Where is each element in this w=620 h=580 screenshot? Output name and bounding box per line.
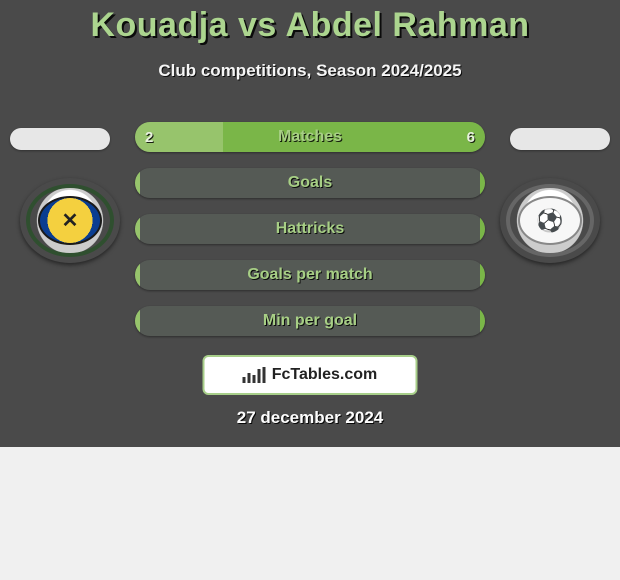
club-crest-right bbox=[500, 178, 600, 263]
page-subtitle: Club competitions, Season 2024/2025 bbox=[0, 61, 620, 81]
stat-row-matches: Matches2 6 bbox=[135, 122, 485, 152]
stat-value-left: 2 bbox=[135, 122, 163, 152]
player-left-name-pill bbox=[10, 128, 110, 150]
stat-label: Goals per match bbox=[135, 260, 485, 290]
stat-label: Matches bbox=[135, 122, 485, 152]
stat-row-min_per_goal: Min per goal bbox=[135, 306, 485, 336]
snapshot-date: 27 december 2024 bbox=[0, 408, 620, 428]
brand-badge: FcTables.com bbox=[203, 355, 418, 395]
bars-icon bbox=[243, 367, 266, 383]
stat-row-goals: Goals bbox=[135, 168, 485, 198]
stat-row-goals_per_match: Goals per match bbox=[135, 260, 485, 290]
comparison-bars: Matches2 6 Goals Hattricks Goals per match Mi… bbox=[135, 122, 485, 352]
stat-value-right: 6 bbox=[457, 122, 485, 152]
stat-row-hattricks: Hattricks bbox=[135, 214, 485, 244]
stat-label: Min per goal bbox=[135, 306, 485, 336]
club-crest-left bbox=[20, 178, 120, 263]
page-title: Kouadja vs Abdel Rahman bbox=[0, 0, 620, 45]
comparison-panel: Kouadja vs Abdel Rahman Club competition… bbox=[0, 0, 620, 447]
brand-text: FcTables.com bbox=[272, 366, 378, 384]
stat-label: Hattricks bbox=[135, 214, 485, 244]
stat-label: Goals bbox=[135, 168, 485, 198]
player-right-name-pill bbox=[510, 128, 610, 150]
